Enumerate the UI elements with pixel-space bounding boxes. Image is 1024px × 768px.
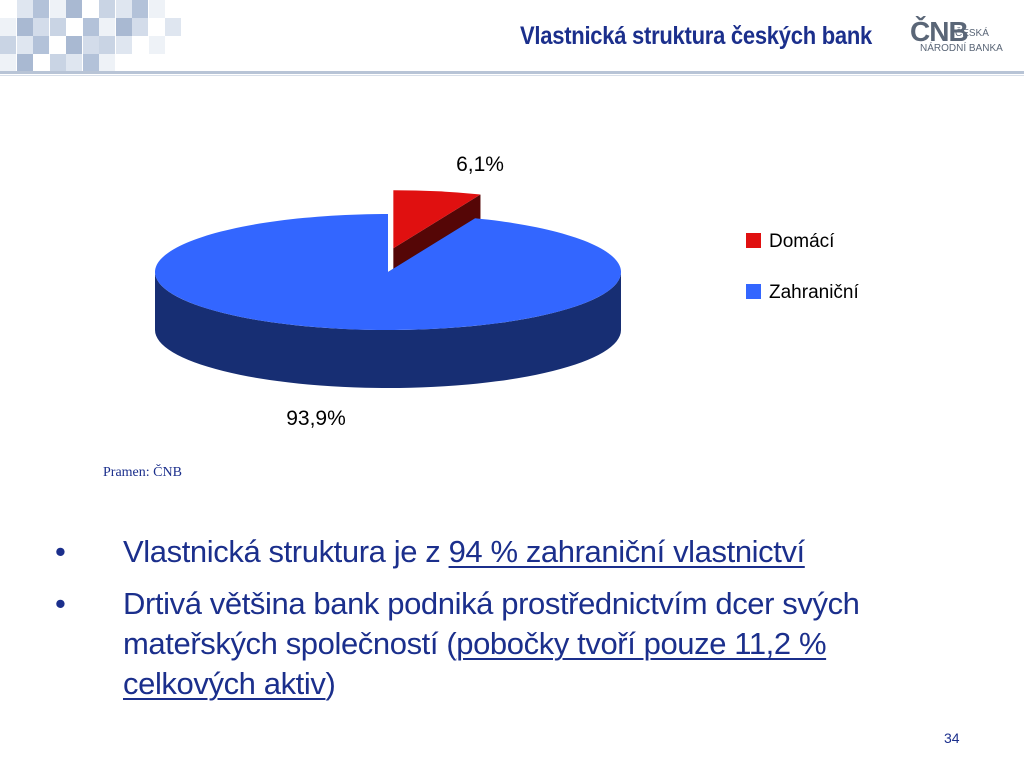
mosaic-tile bbox=[132, 0, 148, 18]
header-divider-thin bbox=[0, 75, 1024, 76]
mosaic-tile bbox=[33, 18, 49, 36]
bullet-text: Vlastnická struktura je z bbox=[123, 534, 449, 569]
legend-label: Domácí bbox=[769, 231, 835, 252]
legend-label: Zahraniční bbox=[769, 282, 859, 303]
legend-swatch bbox=[746, 233, 761, 248]
bullet-marker: • bbox=[55, 534, 66, 569]
mosaic-tile bbox=[66, 54, 82, 72]
mosaic-tile bbox=[99, 0, 115, 18]
mosaic-tile bbox=[49, 0, 66, 18]
mosaic-tile bbox=[33, 0, 49, 18]
mosaic-tile bbox=[0, 36, 16, 54]
bullet-highlight: 94 % zahraniční vlastnictví bbox=[448, 534, 806, 569]
corner-mosaic-decoration bbox=[0, 0, 200, 72]
bullet-text: ) bbox=[325, 666, 336, 701]
pie-slice-side bbox=[155, 272, 621, 388]
mosaic-tile bbox=[16, 36, 33, 54]
mosaic-tile bbox=[16, 0, 33, 18]
pie-value-label: 93,9% bbox=[286, 407, 346, 430]
header-divider bbox=[0, 71, 1024, 74]
mosaic-tile bbox=[0, 54, 16, 72]
source-note: Pramen: ČNB bbox=[103, 465, 182, 480]
mosaic-tile bbox=[33, 36, 49, 54]
mosaic-tile bbox=[49, 54, 66, 72]
pie-slice-domestic bbox=[393, 190, 481, 249]
mosaic-tile bbox=[82, 18, 99, 36]
mosaic-tile bbox=[148, 36, 165, 54]
bullet-item: • Vlastnická struktura je z 94 % zahranič… bbox=[55, 532, 955, 572]
mosaic-tile bbox=[49, 18, 66, 36]
mosaic-tile bbox=[82, 54, 99, 72]
mosaic-tile bbox=[16, 18, 33, 36]
bullet-item: • Drtivá většina bank podniká prostřednic… bbox=[55, 584, 955, 704]
page-number: 34 bbox=[944, 730, 960, 746]
mosaic-tile bbox=[16, 54, 33, 72]
mosaic-tile bbox=[99, 18, 115, 36]
mosaic-tile bbox=[115, 18, 132, 36]
bullet-highlight: pobočky tvoří pouze 11,2 % celkových akt… bbox=[123, 626, 827, 701]
mosaic-tile bbox=[99, 54, 115, 72]
mosaic-tile bbox=[0, 18, 16, 36]
mosaic-tile bbox=[99, 36, 115, 54]
pie-slice-foreign bbox=[155, 214, 622, 330]
legend-swatch bbox=[746, 284, 761, 299]
bullet-list: • Vlastnická struktura je z 94 % zahranič… bbox=[55, 532, 955, 716]
mosaic-tile bbox=[148, 0, 165, 18]
logo-mark: ČNB bbox=[910, 16, 969, 47]
mosaic-tile bbox=[165, 18, 181, 36]
logo-line-1: ČESKÁ bbox=[955, 28, 989, 39]
pie-value-label: 6,1% bbox=[456, 153, 504, 176]
bullet-marker: • bbox=[55, 586, 66, 621]
logo-line-2: NÁRODNÍ BANKA bbox=[920, 43, 1003, 54]
bullet-text: Drtivá většina bank podniká prostřednict… bbox=[123, 586, 860, 661]
cnb-logo: ČNB ČESKÁ NÁRODNÍ BANKA bbox=[910, 14, 1010, 64]
mosaic-tile bbox=[115, 36, 132, 54]
mosaic-tile bbox=[82, 36, 99, 54]
mosaic-tile bbox=[115, 0, 132, 18]
mosaic-tile bbox=[132, 18, 148, 36]
mosaic-tile bbox=[66, 0, 82, 18]
mosaic-tile bbox=[66, 36, 82, 54]
slide-title: Vlastnická struktura českých bank bbox=[519, 22, 872, 50]
ownership-pie-chart: 6,1% 93,9% Domácí Zahraniční bbox=[155, 153, 859, 430]
